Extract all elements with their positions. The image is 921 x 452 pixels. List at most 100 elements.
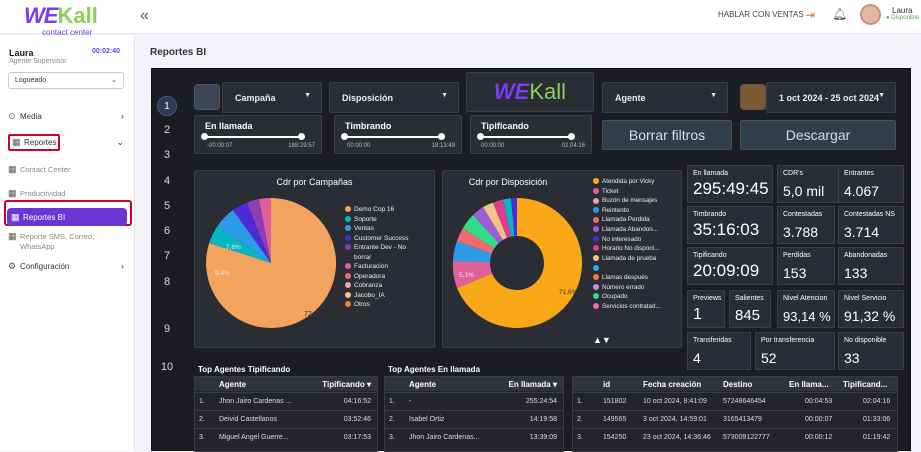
sidebar-item-reportes-bi[interactable]: ▦ Reportes BI — [7, 208, 127, 226]
kpi-transferidas: Transferidas 4 — [687, 332, 751, 370]
kpi-previews: Previews 1 — [687, 290, 725, 328]
slider-max: 02:04:16 — [561, 143, 585, 149]
slider-handle-min[interactable] — [201, 133, 208, 140]
legend-pager-icon[interactable]: ▲▼ — [593, 335, 611, 345]
campaigns-pie-chart: 72,2% 9,4% 7,6% — [206, 197, 337, 328]
page-8[interactable]: 8 — [163, 276, 171, 288]
table-row[interactable]: 2. 149565 3 oct 2024, 14:59:01 3165413479 00… — [573, 410, 897, 428]
wekall-logo[interactable]: WEKall contact center — [24, 3, 98, 37]
legend-item[interactable]: Jacobo_IA — [345, 291, 409, 301]
slider-en-llamada[interactable]: En llamada -00:00:07 188:29:57 — [194, 115, 322, 154]
legend-item[interactable]: Demo Cop 16 — [345, 205, 409, 215]
legend-item[interactable]: Llamada Perdida — [593, 215, 661, 225]
legend-item[interactable]: Número errado — [593, 283, 661, 293]
bell-icon[interactable]: 🔔︎ — [832, 7, 848, 21]
sidebar-item-label: Configuración — [20, 262, 70, 271]
pie-slice-ventas[interactable] — [217, 210, 271, 263]
slider-timbrando[interactable]: Timbrando 00:00:00 18:13:49 — [334, 115, 462, 154]
pie-slice-soporte[interactable] — [209, 226, 271, 263]
slider-handle-max[interactable] — [298, 133, 305, 140]
legend-item[interactable]: Facturacion — [345, 262, 409, 272]
table-row[interactable]: 1. Jhon Jairo Cardenas ... 04:16:52 — [195, 392, 377, 410]
logout-icon[interactable]: ⇥ — [805, 8, 816, 22]
legend-item[interactable]: Buzón de mensajes — [593, 196, 661, 206]
sidebar-item-media[interactable]: ⊙ Media › — [8, 108, 128, 124]
chart-icon: ▦ — [8, 231, 17, 241]
logo-subtitle: contact center — [42, 28, 93, 37]
user-status[interactable]: ● Disponible — [886, 15, 920, 21]
table-row[interactable]: 3. 154250 23 oct 2024, 14:36:46 57300912277… — [573, 428, 897, 446]
legend-item[interactable]: Llamas después — [593, 273, 661, 283]
clear-filters-button[interactable]: Borrar filtros — [602, 120, 732, 150]
legend-item[interactable]: Soporte — [345, 215, 409, 225]
pie-slice-customer-success[interactable] — [233, 202, 271, 263]
disposition-filter[interactable]: Disposición ▼ — [329, 82, 459, 113]
agent-filter[interactable]: Agente ▼ — [602, 82, 728, 113]
legend-item[interactable]: Ventas — [345, 224, 409, 234]
status-select[interactable]: Logueado ⌄ — [8, 72, 124, 89]
page-5[interactable]: 5 — [163, 200, 171, 212]
table-row[interactable]: 1. 151802 10 oct 2024, 8:41:09 57248646454 0… — [573, 392, 897, 410]
pie-slice-otros[interactable] — [259, 197, 271, 263]
date-range-filter[interactable]: 1 oct 2024 - 25 oct 2024 ▼ — [766, 82, 896, 113]
legend-item[interactable]: Customer Success — [345, 234, 409, 244]
caret-down-icon: ▼ — [304, 92, 311, 99]
sidebar-item-productividad[interactable]: ▦ Productividad — [8, 185, 128, 201]
legend-item[interactable]: Horario No disponi... — [593, 244, 661, 254]
page-4[interactable]: 4 — [163, 175, 171, 187]
page-3[interactable]: 3 — [163, 149, 171, 161]
talk-to-sales-link[interactable]: HABLAR CON VENTAS — [718, 10, 804, 19]
campaign-filter[interactable]: Campaña ▼ — [222, 82, 322, 113]
table-row[interactable]: 3. Miguel Angel Guerre... 03:17:53 — [195, 428, 377, 446]
pie-slice-demo-cop-16[interactable] — [206, 197, 337, 328]
legend-item[interactable]: Llamada de prueba — [593, 254, 661, 264]
legend-item[interactable]: Entrante Dev - No — [345, 243, 409, 253]
legend-item[interactable]: Operadora — [345, 272, 409, 282]
table-row[interactable]: 3. Jhon Jairo Cardenas... 13:39:09 — [385, 428, 563, 446]
table-row[interactable]: 2. Deivid Castellanos 03:52:46 — [195, 410, 377, 428]
slider-handle-max[interactable] — [568, 133, 575, 140]
table-row[interactable]: 2. Isabel Ortiz 14:19:58 — [385, 410, 563, 428]
page-1[interactable]: 1 — [157, 96, 177, 116]
sidebar-item-label-2: WhatsApp — [20, 242, 55, 251]
sidebar-item-label: Reportes — [24, 138, 57, 147]
sort-column[interactable]: Tipificando ▾ — [322, 380, 371, 389]
top-agents-call-table: Agente En llamada ▾ 1. -255:24:54 2. Isabel… — [384, 376, 564, 452]
table-row[interactable]: 1. -255:24:54 — [385, 392, 563, 410]
sidebar-item-reporte-sms[interactable]: ▦ Reporte SMS, Correo, WhatsApp — [8, 231, 128, 253]
legend-item[interactable]: Llamada Abandon... — [593, 225, 661, 235]
page-7[interactable]: 7 — [163, 250, 171, 262]
kpi-contestadas-ns: Contestadas NS 3.714 — [838, 206, 904, 244]
page-title: Reportes BI — [150, 47, 207, 58]
slider-tipificando[interactable]: Tipificando 00:00:00 02:04:16 — [470, 115, 592, 154]
page-6[interactable]: 6 — [163, 225, 171, 237]
sidebar-item-reportes[interactable]: ▦ Reportes ⌄ — [8, 134, 128, 151]
slider-handle-max[interactable] — [438, 133, 445, 140]
caret-down-icon: ▼ — [710, 92, 717, 99]
agent-filter-label: Agente — [615, 93, 646, 103]
avatar[interactable] — [860, 4, 881, 25]
page-10[interactable]: 10 — [160, 361, 174, 373]
legend-item[interactable]: Ticket — [593, 187, 661, 197]
legend-item[interactable]: Servicios contratad... — [593, 302, 661, 312]
download-button[interactable]: Descargar — [740, 120, 896, 150]
sort-column[interactable]: En llamada ▾ — [508, 380, 557, 389]
slider-handle-min[interactable] — [477, 133, 484, 140]
legend-item[interactable]: Reintento — [593, 206, 661, 216]
legend-item[interactable]: Ocupado — [593, 292, 661, 302]
legend-item[interactable]: Atendida por Vicky — [593, 177, 661, 187]
sidebar-item-contact-center[interactable]: ▦ Contact Center — [8, 161, 128, 177]
pie-slice-entrante[interactable] — [247, 199, 271, 263]
slider-handle-min[interactable] — [341, 133, 348, 140]
page-2[interactable]: 2 — [163, 124, 171, 136]
legend-item[interactable]: Cobranza — [345, 281, 409, 291]
sidebar-user-name: Laura — [9, 48, 34, 58]
sidebar-item-configuracion[interactable]: ⚙ Configuración › — [8, 258, 128, 274]
collapse-sidebar-icon[interactable]: « — [140, 7, 149, 24]
chart-icon: ▦ — [12, 137, 21, 147]
kpi-salientes: Salientes 845 — [729, 290, 771, 328]
legend-item[interactable]: Otros — [345, 300, 409, 310]
page-9[interactable]: 9 — [163, 323, 171, 335]
legend-item[interactable] — [593, 263, 661, 273]
legend-item[interactable]: No interesado — [593, 235, 661, 245]
